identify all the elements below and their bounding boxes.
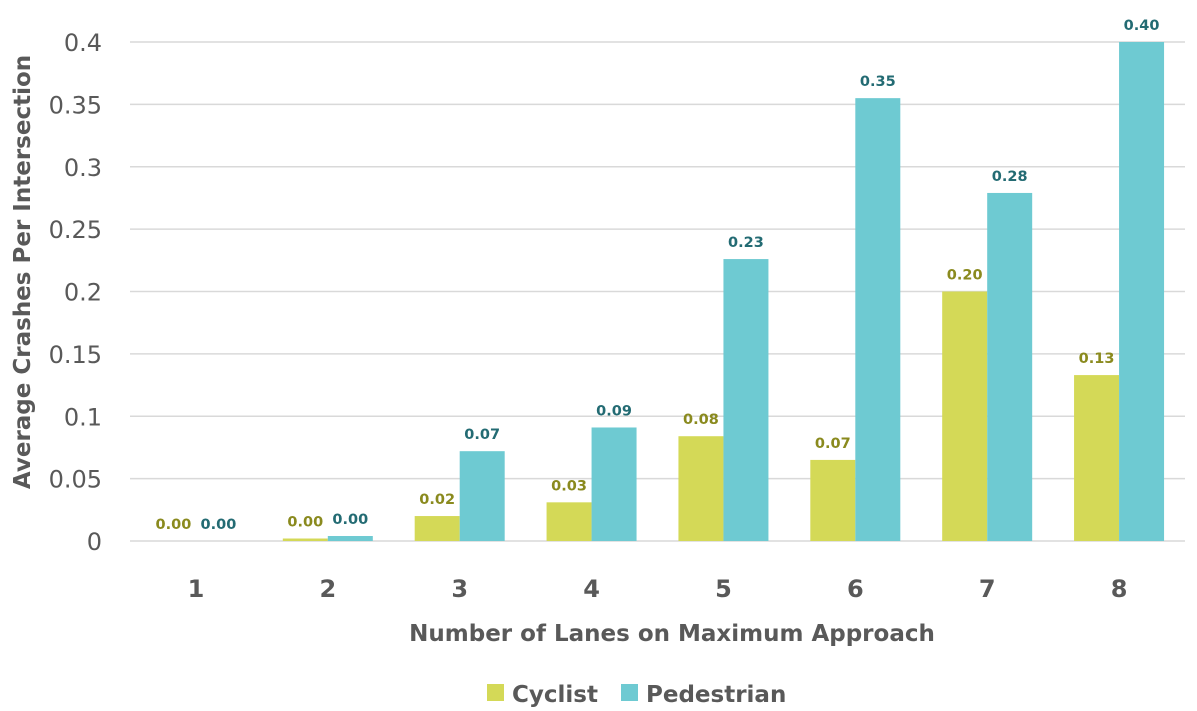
y-tick-label: 0.05 bbox=[49, 466, 102, 494]
data-labels: 0.00 0.00 0.02 0.03 0.08 0.07 0.20 0.13 0.00 0.00… bbox=[156, 18, 1160, 533]
y-tick-label: 0.15 bbox=[49, 341, 102, 369]
bar-cyclist bbox=[546, 502, 592, 541]
bar-pedestrian bbox=[987, 192, 1033, 541]
bar-pedestrian bbox=[591, 427, 637, 541]
y-tick-label: 0 bbox=[87, 528, 102, 556]
data-label-pedestrian: 0.00 bbox=[332, 512, 368, 528]
bar-cyclist bbox=[282, 538, 328, 541]
data-label-cyclist: 0.08 bbox=[683, 412, 719, 428]
data-label-cyclist: 0.00 bbox=[156, 517, 192, 533]
y-tick-label: 0.35 bbox=[49, 91, 102, 119]
data-label-pedestrian: 0.07 bbox=[464, 427, 500, 443]
bar-pedestrian bbox=[459, 451, 505, 541]
bar-cyclist bbox=[810, 459, 856, 541]
x-tick-label: 7 bbox=[979, 575, 996, 603]
data-label-cyclist: 0.20 bbox=[947, 268, 983, 284]
legend-label-cyclist: Cyclist bbox=[512, 682, 598, 708]
data-label-pedestrian: 0.35 bbox=[860, 74, 896, 90]
y-axis-ticks: 0 0.05 0.1 0.15 0.2 0.25 0.3 0.35 0.4 bbox=[49, 29, 102, 556]
x-tick-label: 8 bbox=[1111, 575, 1128, 603]
data-label-cyclist: 0.02 bbox=[419, 492, 455, 508]
bar-pedestrian bbox=[855, 98, 901, 541]
data-label-pedestrian: 0.00 bbox=[201, 517, 237, 533]
x-tick-label: 4 bbox=[583, 575, 600, 603]
data-label-pedestrian: 0.23 bbox=[728, 235, 764, 251]
data-label-cyclist: 0.07 bbox=[815, 436, 851, 452]
bar-pedestrian bbox=[1119, 42, 1165, 541]
legend-swatch-pedestrian bbox=[621, 684, 638, 701]
data-label-cyclist: 0.13 bbox=[1079, 351, 1115, 367]
y-tick-label: 0.1 bbox=[64, 403, 102, 431]
y-tick-label: 0.4 bbox=[64, 29, 102, 57]
bar-pedestrian bbox=[327, 536, 373, 541]
x-tick-label: 6 bbox=[847, 575, 864, 603]
data-label-pedestrian: 0.09 bbox=[596, 403, 632, 419]
x-tick-label: 2 bbox=[319, 575, 336, 603]
data-label-pedestrian: 0.40 bbox=[1124, 18, 1160, 34]
bar-cyclist bbox=[414, 516, 460, 541]
data-label-pedestrian: 0.28 bbox=[992, 169, 1028, 185]
x-tick-label: 1 bbox=[188, 575, 205, 603]
legend-swatch-cyclist bbox=[487, 684, 504, 701]
x-tick-label: 3 bbox=[451, 575, 468, 603]
bars bbox=[282, 42, 1165, 541]
bar-cyclist bbox=[678, 436, 724, 541]
y-tick-label: 0.3 bbox=[64, 154, 102, 182]
bar-cyclist bbox=[942, 291, 988, 541]
x-axis-ticks: 1 2 3 4 5 6 7 8 bbox=[188, 575, 1128, 603]
data-label-cyclist: 0.00 bbox=[287, 515, 323, 531]
x-tick-label: 5 bbox=[715, 575, 732, 603]
gridlines bbox=[130, 41, 1185, 542]
legend-label-pedestrian: Pedestrian bbox=[646, 682, 786, 708]
bar-pedestrian bbox=[723, 259, 769, 541]
y-tick-label: 0.25 bbox=[49, 216, 102, 244]
y-tick-label: 0.2 bbox=[64, 279, 102, 307]
y-axis-title: Average Crashes Per Intersection bbox=[10, 55, 36, 489]
legend: Cyclist Pedestrian bbox=[487, 682, 786, 708]
bar-cyclist bbox=[1074, 375, 1120, 541]
x-axis-title: Number of Lanes on Maximum Approach bbox=[409, 621, 935, 647]
data-label-cyclist: 0.03 bbox=[551, 478, 587, 494]
